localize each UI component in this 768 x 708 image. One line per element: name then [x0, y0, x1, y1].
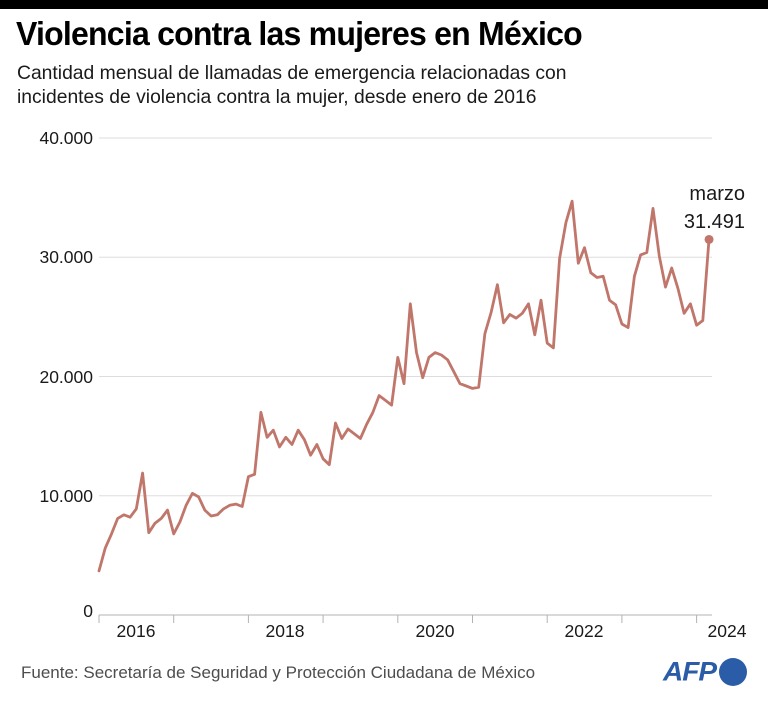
chart-subtitle-line-2: incidentes de violencia contra la mujer,…	[17, 86, 537, 108]
y-axis-tick-label-10000: 10.000	[39, 486, 93, 506]
chart-canvas	[97, 137, 714, 623]
annotation-month-label: marzo	[689, 183, 745, 205]
y-axis-tick-label-0: 0	[83, 601, 93, 621]
chart-subtitle-line-1: Cantidad mensual de llamadas de emergenc…	[17, 62, 567, 84]
top-accent-bar	[0, 0, 768, 9]
y-axis-tick-label-30000: 30.000	[39, 247, 93, 267]
x-axis-label-2020: 2020	[415, 621, 455, 641]
x-axis-label-2016: 2016	[116, 621, 156, 641]
x-axis-label-2018: 2018	[265, 621, 305, 641]
source-note: Fuente: Secretaría de Seguridad y Protec…	[21, 663, 536, 682]
y-axis-tick-label-40000: 40.000	[39, 128, 93, 148]
x-axis-label-2022: 2022	[564, 621, 604, 641]
annotation-value-label: 31.491	[683, 210, 745, 233]
afp-globe-icon	[719, 658, 747, 686]
afp-logo-text: AFP	[663, 656, 717, 687]
trend-line	[97, 199, 711, 573]
page-title: Violencia contra las mujeres en México	[16, 15, 583, 52]
afp-logo: AFP	[663, 656, 747, 688]
last-point-marker	[704, 234, 714, 244]
x-axis-label-2024: 2024	[707, 621, 747, 641]
last-point-annotation: marzo 31.491	[684, 181, 745, 236]
y-axis-tick-label-20000: 20.000	[39, 367, 93, 387]
